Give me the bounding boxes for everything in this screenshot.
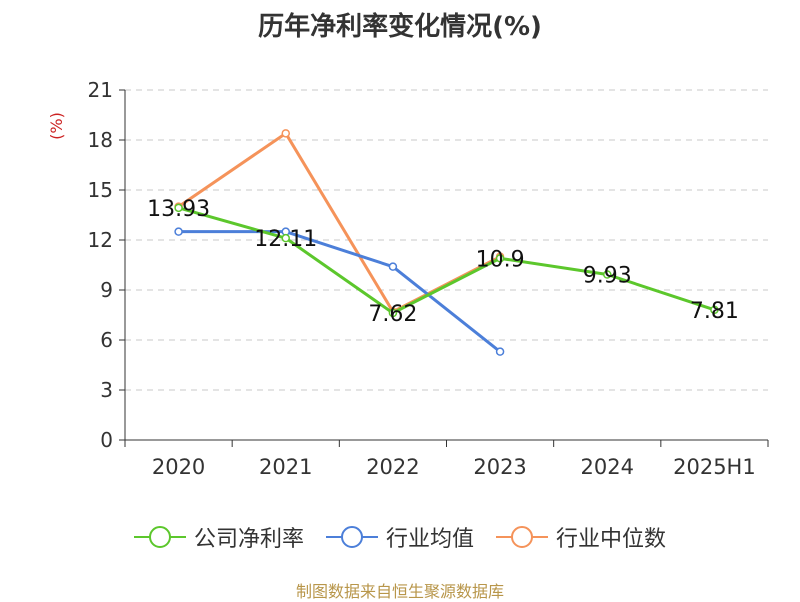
y-axis-label: (%) [47, 112, 66, 140]
x-tick-label: 2023 [473, 455, 526, 479]
grid-lines [125, 89, 768, 391]
tick-labels: 0 3 6 9 12 15 18 21 2020 2021 2022 2023 2024 2025H1 [88, 78, 756, 479]
data-point [710, 305, 719, 315]
y-tick-label: 12 [88, 228, 113, 252]
data-labels: 13.93 12.11 7.62 10.9 9.93 7.81 [147, 197, 739, 327]
data-label: 7.62 [368, 302, 417, 327]
chart-title: 历年净利率变化情况(%) [258, 12, 542, 42]
x-tick-label: 2022 [366, 455, 419, 479]
data-label: 7.81 [690, 299, 739, 324]
data-point [388, 262, 398, 271]
y-tick-label: 0 [100, 428, 113, 452]
y-tick-label: 21 [88, 78, 113, 102]
data-point [174, 227, 183, 236]
data-point [174, 203, 183, 213]
data-point [495, 347, 505, 356]
source-note: 制图数据来自恒生聚源数据库 [295, 582, 504, 601]
series-line [178, 230, 502, 353]
x-tick-label: 2021 [259, 455, 312, 479]
legend-label: 公司净利率 [193, 527, 304, 552]
x-tick-label: 2020 [152, 455, 205, 479]
legend-item: 公司净利率 [133, 521, 304, 553]
y-tick-label: 18 [88, 128, 113, 152]
legend-line-circle-icon [496, 526, 548, 548]
y-tick-label: 9 [100, 278, 113, 302]
data-label: 12.11 [254, 227, 317, 252]
legend-label: 行业中位数 [556, 527, 667, 552]
y-tick-label: 6 [100, 328, 113, 352]
data-label: 13.93 [147, 197, 210, 222]
series-group [174, 129, 719, 356]
legend-line-circle-icon [133, 526, 186, 548]
data-label: 9.93 [583, 264, 632, 289]
legend: 公司净利率 行业均值 行业中位数 [0, 520, 800, 554]
axes [119, 89, 769, 447]
legend-item: 行业中位数 [496, 521, 666, 553]
data-point [388, 308, 398, 318]
series-line [178, 206, 715, 315]
y-tick-label: 3 [100, 378, 113, 402]
data-point [495, 254, 505, 263]
legend-line-circle-icon [325, 526, 378, 548]
data-label: 10.9 [476, 247, 525, 272]
legend-label: 行业均值 [385, 527, 474, 552]
x-tick-label: 2025H1 [673, 455, 756, 479]
legend-item: 行业均值 [325, 521, 474, 553]
data-point [603, 270, 612, 279]
x-tick-label: 2024 [581, 455, 634, 479]
y-tick-label: 15 [88, 178, 113, 202]
data-point [281, 129, 290, 138]
data-point [281, 233, 290, 243]
